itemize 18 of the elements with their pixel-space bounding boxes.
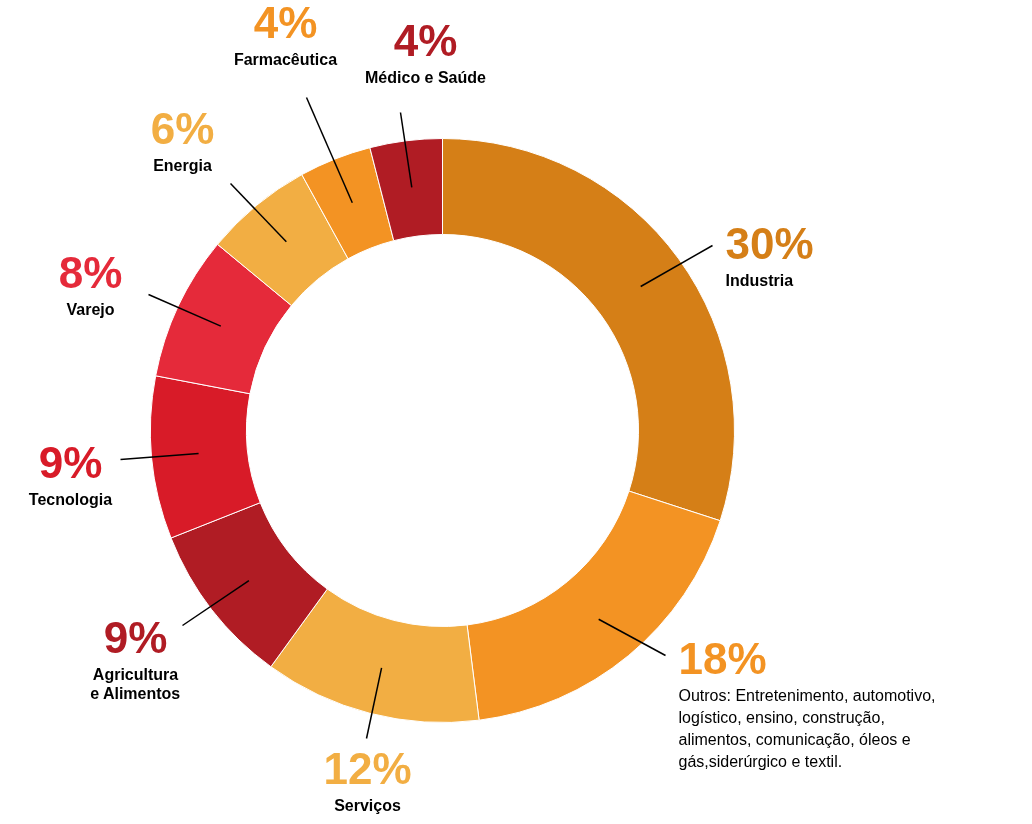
slice-label: Agricultura e Alimentos: [90, 665, 181, 703]
text: Outros: Entretenimento, automotivo, logístico, ensino, construção, alimentos, comunicação, óleos e gás,siderúrgico e textil.: [678, 686, 936, 770]
data-label: 9%: [103, 613, 168, 662]
slice-label: Farmacêutica: [233, 50, 338, 68]
slice-label: Energia: [153, 156, 212, 174]
slice-label: Varejo: [66, 300, 115, 318]
data-label: 4%: [253, 0, 318, 47]
data-label: 6%: [150, 104, 215, 153]
data-label: 8%: [58, 248, 123, 297]
data-label: 30%: [725, 219, 814, 268]
data-label: 9%: [38, 438, 103, 487]
data-label: 18%: [678, 634, 767, 683]
slice-label: Médico e Saúde: [365, 68, 487, 86]
slice-label: Industria: [725, 271, 794, 289]
slice-label: Tecnologia: [28, 490, 113, 508]
data-label: 12%: [323, 744, 412, 793]
data-label: 4%: [393, 16, 458, 65]
slice-label: Serviços: [334, 796, 401, 814]
